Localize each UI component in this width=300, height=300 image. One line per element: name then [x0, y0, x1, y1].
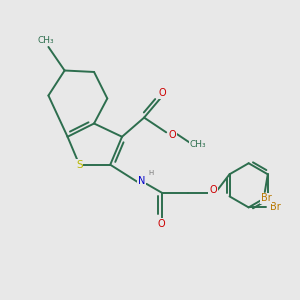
- Text: O: O: [169, 130, 176, 140]
- Text: N: N: [138, 176, 146, 186]
- Text: CH₃: CH₃: [190, 140, 206, 149]
- Text: O: O: [158, 219, 166, 229]
- Text: Br: Br: [270, 202, 280, 212]
- Text: Br: Br: [261, 194, 272, 203]
- Text: H: H: [148, 170, 153, 176]
- Text: O: O: [159, 88, 167, 98]
- Text: S: S: [76, 160, 83, 170]
- Text: O: O: [209, 185, 217, 195]
- Text: CH₃: CH₃: [37, 36, 54, 45]
